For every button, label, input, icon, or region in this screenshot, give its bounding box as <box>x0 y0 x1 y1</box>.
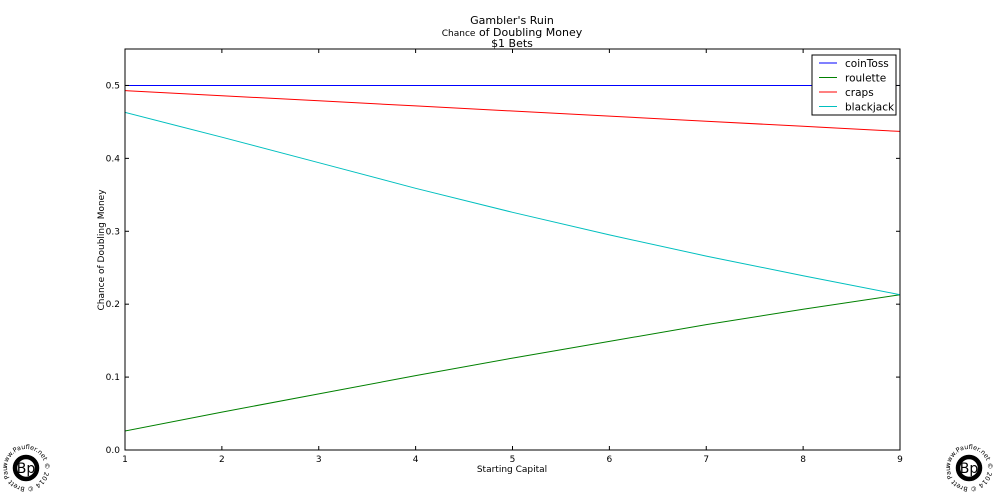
x-tick-label: 1 <box>122 455 128 465</box>
x-tick-label: 5 <box>510 455 516 465</box>
x-tick-label: 2 <box>219 455 225 465</box>
x-tick-label: 7 <box>703 455 709 465</box>
legend: coinToss roulette craps blackjack <box>811 54 897 116</box>
watermark-logo-text: Bp <box>960 461 979 477</box>
x-tick-label: 6 <box>607 455 613 465</box>
y-tick-label: 0.2 <box>106 300 120 310</box>
y-tick-label: 0.5 <box>106 81 120 91</box>
watermark-ring-text: www.Paufler.net © 2014 © Brett Paufler © <box>0 0 51 493</box>
series-line-craps <box>124 90 901 132</box>
x-axis-label: Starting Capital <box>477 465 547 475</box>
x-tick-label: 8 <box>800 455 806 465</box>
axis-ticks: 1 2 3 4 5 6 7 8 9 0.0 0.1 0.2 0.3 0.4 0.5 <box>106 49 903 465</box>
watermark-logo-text: Bp <box>17 461 36 477</box>
series-layer <box>124 85 901 432</box>
x-tick-label: 4 <box>413 455 419 465</box>
series-line-blackjack <box>124 111 901 296</box>
y-tick-label: 0.1 <box>106 373 120 383</box>
legend-label-craps: craps <box>845 87 874 99</box>
legend-items: coinToss roulette craps blackjack <box>819 58 895 114</box>
y-tick-label: 0.3 <box>106 227 120 237</box>
chart-titles: Gambler's Ruin Chance of Doubling Money … <box>442 14 583 50</box>
legend-label-coinToss: coinToss <box>845 58 889 70</box>
legend-label-blackjack: blackjack <box>845 102 895 114</box>
x-tick-label: 9 <box>897 455 903 465</box>
x-tick-label: 3 <box>316 455 322 465</box>
legend-box <box>811 54 897 116</box>
watermark-logo-ring <box>955 454 983 482</box>
series-line-roulette <box>124 294 901 432</box>
chart-subtitle: Chance of Doubling Money <box>442 26 583 39</box>
legend-label-roulette: roulette <box>845 73 886 85</box>
watermark-logo-ring <box>12 454 40 482</box>
plot-frame <box>124 48 901 451</box>
y-tick-label: 0.4 <box>106 154 121 164</box>
y-axis-label: Chance of Doubling Money <box>97 189 107 311</box>
chart-subtitle-2: $1 Bets <box>491 37 533 50</box>
y-tick-label: 0.0 <box>106 446 121 456</box>
chart-subtitle-prefix: Chance <box>442 29 476 39</box>
chart-title: Gambler's Ruin <box>470 14 554 27</box>
chart-subtitle-rest: of Doubling Money <box>475 26 582 39</box>
